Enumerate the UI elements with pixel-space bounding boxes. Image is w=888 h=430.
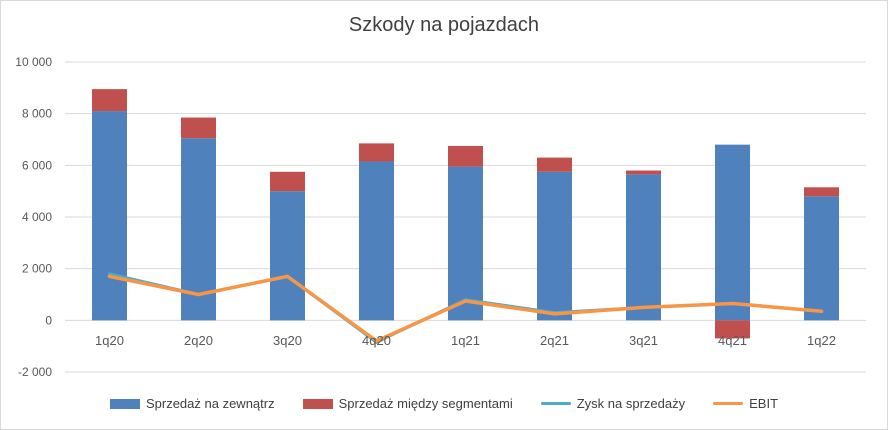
bar-intersegment-sales (715, 320, 750, 339)
legend-swatch (540, 402, 571, 405)
series-lines (107, 272, 824, 344)
bar-intersegment-sales (448, 145, 483, 167)
bar-external-sales (537, 171, 572, 321)
legend-item-intersegment-sales: Sprzedaż między segmentami (302, 396, 513, 411)
legend: Sprzedaż na zewnątrz Sprzedaż między seg… (0, 396, 888, 411)
bar-intersegment-sales (626, 170, 661, 175)
bar-intersegment-sales (181, 117, 216, 139)
legend-label: Zysk na sprzedaży (576, 396, 686, 411)
legend-item-ebit: EBIT (713, 396, 778, 411)
bar-external-sales (270, 191, 305, 321)
bar-intersegment-sales (92, 89, 127, 112)
x-tick-label: 2q20 (184, 333, 213, 348)
bar-external-sales (92, 111, 127, 321)
legend-item-sales-profit: Zysk na sprzedaży (540, 396, 686, 411)
x-tick-label: 3q21 (629, 333, 658, 348)
x-tick-labels: 1q20 2q20 3q20 4q20 1q21 2q21 3q21 4q21 1q22 (95, 333, 836, 348)
legend-label: EBIT (749, 396, 779, 411)
bar-external-sales (359, 161, 394, 321)
bar-external-sales (626, 174, 661, 321)
y-tick-label: 4 000 (22, 210, 52, 224)
legend-swatch (109, 398, 140, 409)
x-tick-label: 1q22 (807, 333, 836, 348)
bars (92, 89, 839, 339)
y-tick-label: 6 000 (22, 158, 52, 172)
bar-intersegment-sales (359, 143, 394, 162)
line-ebit (107, 274, 824, 343)
y-tick-labels: -2 000 0 2 000 4 000 6 000 8 000 10 000 (15, 55, 52, 379)
bar-intersegment-sales (270, 171, 305, 192)
bar-external-sales (804, 196, 839, 321)
y-tick-label: 8 000 (22, 107, 52, 121)
legend-label: Sprzedaż między segmentami (338, 396, 513, 411)
legend-label: Sprzedaż na zewnątrz (145, 396, 275, 411)
bar-intersegment-sales (537, 157, 572, 172)
chart-title: Szkody na pojazdach (348, 14, 540, 36)
y-tick-label: 10 000 (15, 55, 52, 69)
x-tick-label: 2q21 (540, 333, 569, 348)
bar-external-sales (181, 138, 216, 321)
bar-external-sales (715, 144, 750, 321)
x-tick-label: 3q20 (273, 333, 302, 348)
x-tick-label: 4q21 (718, 333, 747, 348)
legend-swatch (713, 402, 744, 405)
bar-external-sales (448, 166, 483, 321)
x-tick-label: 1q20 (95, 333, 124, 348)
y-tick-label: -2 000 (18, 365, 52, 379)
y-tick-label: 2 000 (22, 262, 52, 276)
x-tick-label: 1q21 (451, 333, 480, 348)
bar-intersegment-sales (804, 187, 839, 197)
x-tick-label: 4q20 (362, 333, 391, 348)
legend-swatch (302, 398, 333, 409)
y-tick-label: 0 (45, 313, 52, 327)
legend-item-external-sales: Sprzedaż na zewnątrz (109, 396, 275, 411)
